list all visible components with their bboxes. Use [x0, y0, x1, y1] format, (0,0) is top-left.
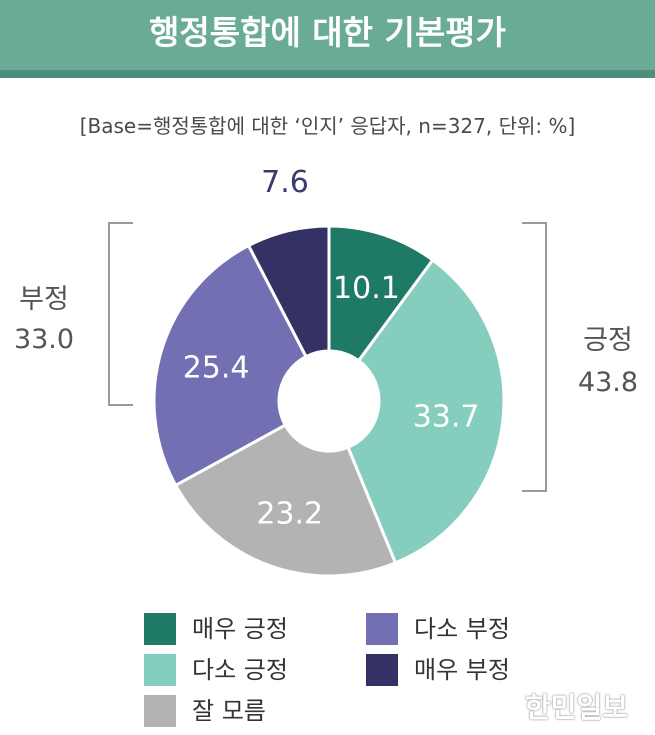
title-underline [0, 70, 655, 78]
positive-group-value: 43.8 [578, 367, 638, 398]
legend-item: 매우 긍정 [144, 613, 344, 647]
legend-swatch [366, 613, 398, 645]
slice-3 [173, 423, 398, 578]
legend-swatch [144, 695, 176, 727]
legend-item: 매우 부정 [366, 654, 566, 688]
slice-1 [327, 224, 435, 363]
negative-bracket [108, 222, 133, 406]
positive-group-label: 긍정 [583, 325, 633, 356]
legend-label: 매우 부정 [414, 656, 510, 684]
slice-5 [246, 224, 331, 359]
legend-label: 다소 긍정 [192, 656, 288, 684]
legend-swatch [366, 654, 398, 686]
data-label-5: 7.6 [261, 165, 309, 200]
positive-bracket [522, 222, 547, 492]
slice-4 [152, 243, 309, 488]
negative-group-label: 부정 [19, 284, 69, 315]
chart-title: 행정통합에 대한 기본평가 [149, 13, 506, 52]
data-label-4: 25.4 [183, 351, 250, 386]
watermark-logo: 한민일보 [525, 691, 629, 724]
donut-chart: 10.1 33.7 23.2 25.4 7.6 부정 33.0 긍정 43.8 [14, 165, 638, 578]
negative-group-value: 33.0 [14, 324, 74, 355]
legend-label: 매우 긍정 [192, 615, 288, 643]
chart-subtitle: [Base=행정통합에 대한 ‘인지’ 응답자, n=327, 단위: %] [79, 114, 576, 138]
legend-label: 잘 모름 [192, 697, 266, 725]
data-label-1: 10.1 [333, 271, 400, 306]
legend-label: 다소 부정 [414, 615, 510, 643]
legend-item: 다소 부정 [366, 613, 566, 647]
legend-swatch [144, 613, 176, 645]
data-label-2: 33.7 [413, 399, 480, 434]
legend-item: 다소 긍정 [144, 654, 344, 688]
data-label-3: 23.2 [256, 496, 323, 531]
slice-2 [346, 257, 506, 565]
title-bar [0, 0, 655, 70]
legend-swatch [144, 654, 176, 686]
legend-item: 잘 모름 [144, 695, 344, 729]
